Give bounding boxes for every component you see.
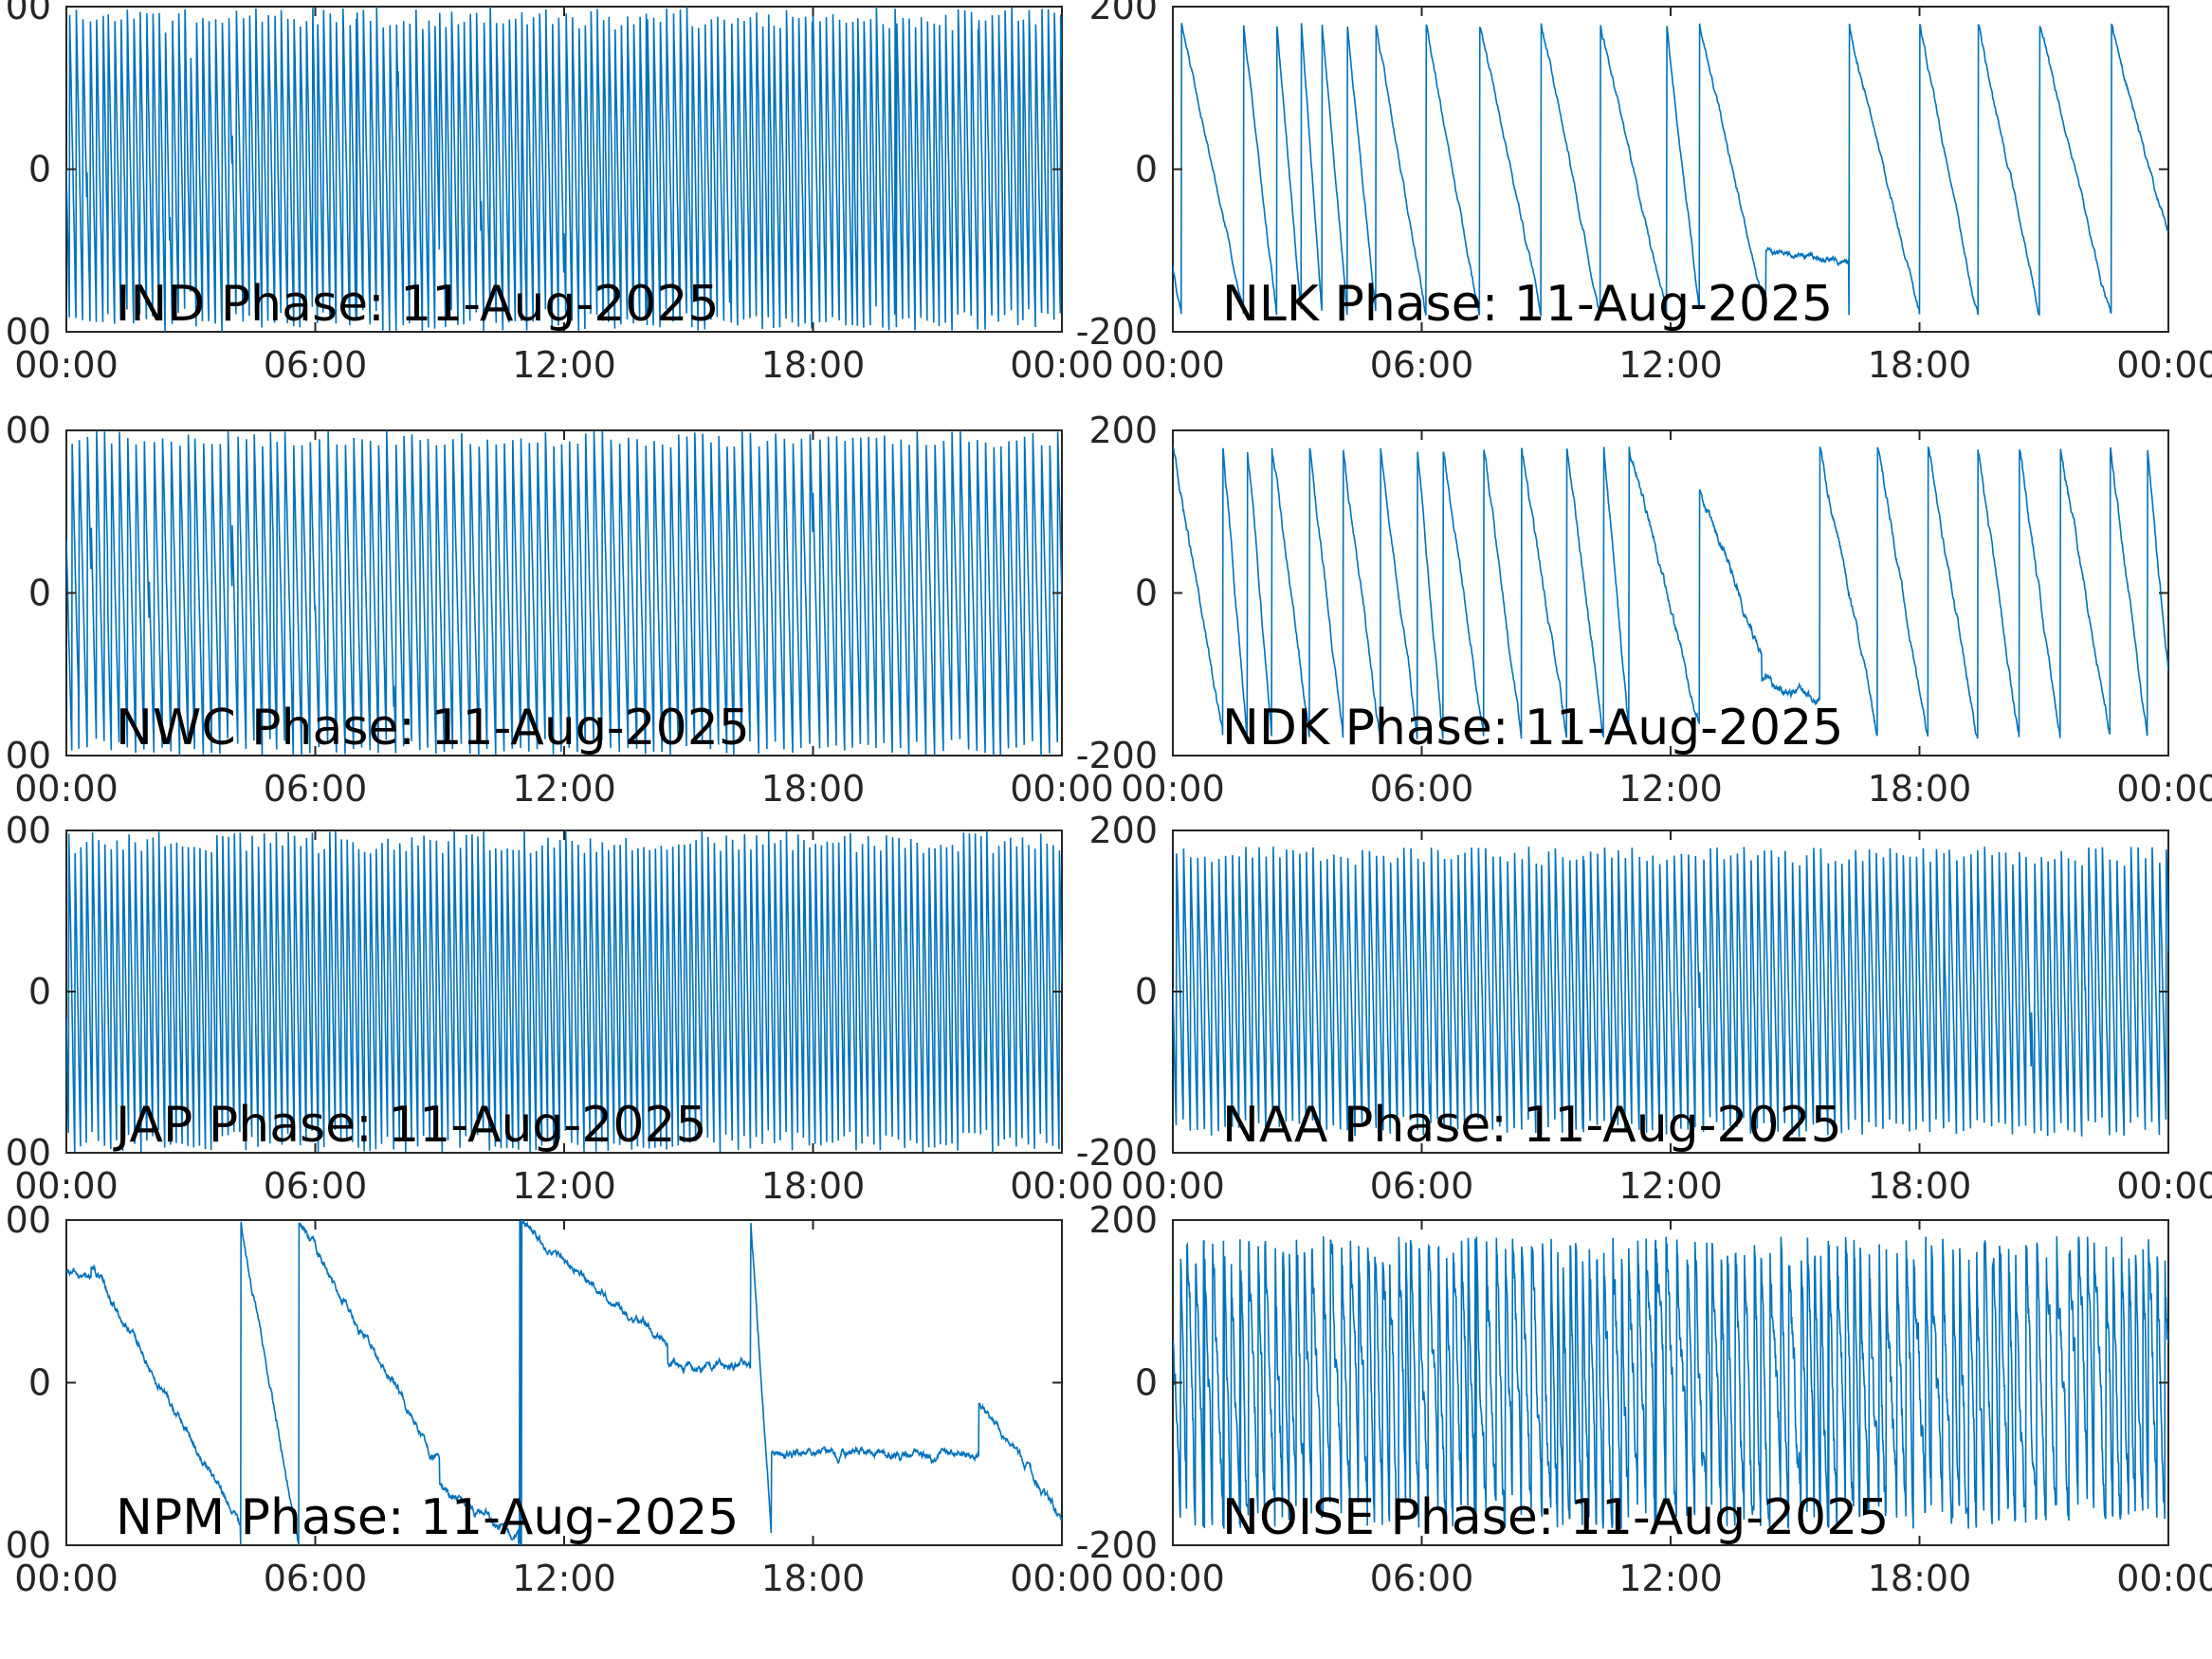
y-tick-label: 0	[1135, 971, 1158, 1012]
panel-title: NOISE Phase: 11-Aug-2025	[1222, 1489, 1889, 1546]
x-tick-label: 12:00	[512, 768, 616, 810]
axes-frame	[65, 1219, 1063, 1546]
phase-line	[66, 7, 1062, 332]
panel-title: IND Phase: 11-Aug-2025	[116, 276, 720, 333]
panel-title: NPM Phase: 11-Aug-2025	[116, 1489, 739, 1546]
x-tick-label: 00:00	[1121, 344, 1225, 386]
x-tick-label: 12:00	[1618, 1165, 1723, 1207]
phase-line	[1173, 1236, 2168, 1531]
x-tick-label: 00:00	[1121, 1558, 1225, 1599]
y-tick-label: 200	[1088, 0, 1158, 27]
x-tick-label: 06:00	[1370, 1558, 1474, 1599]
x-tick-label: 06:00	[264, 344, 368, 386]
x-tick-label: 18:00	[761, 1165, 866, 1207]
x-tick-label: 06:00	[264, 768, 368, 810]
x-tick-label: 00:00	[14, 344, 119, 386]
x-tick-label: 06:00	[1370, 344, 1474, 386]
x-tick-label: 18:00	[1868, 768, 1972, 810]
x-tick-label: 00:00	[1010, 768, 1114, 810]
phase-panel-5: 00:00 06:00 12:00 18:00 00:00 200 0 -200 NAA Pha…	[1076, 810, 2212, 1207]
y-tick-label: 0	[1135, 149, 1158, 191]
x-tick-label: 18:00	[1868, 1165, 1972, 1207]
x-tick-label: 00:00	[2116, 1165, 2212, 1207]
y-tick-label: -200	[1076, 311, 1158, 353]
y-tick-label: 00	[6, 735, 51, 776]
y-tick-label: 00	[6, 410, 51, 451]
y-tick-label: 00	[6, 311, 51, 353]
x-tick-label: 00:00	[2116, 768, 2212, 810]
x-tick-label: 12:00	[512, 1165, 616, 1207]
x-tick-label: 18:00	[761, 1558, 866, 1599]
x-tick-label: 12:00	[1618, 1558, 1723, 1599]
x-tick-label: 06:00	[264, 1165, 368, 1207]
y-tick-label: -200	[1076, 1132, 1158, 1174]
phase-line	[66, 830, 1062, 1153]
y-tick-label: 0	[28, 573, 51, 614]
y-tick-label: -200	[1076, 735, 1158, 776]
y-tick-label: 00	[6, 1132, 51, 1174]
y-tick-label: 0	[28, 1362, 51, 1404]
x-tick-label: 06:00	[1370, 768, 1474, 810]
y-tick-label: 00	[6, 0, 51, 27]
x-tick-label: 00:00	[2116, 344, 2212, 386]
x-tick-label: 12:00	[1618, 768, 1723, 810]
phase-panel-3: 00:00 06:00 12:00 18:00 00:00 200 0 -200 NDK Pha…	[1076, 410, 2212, 810]
panel-title: NAA Phase: 11-Aug-2025	[1222, 1097, 1842, 1154]
x-tick-label: 00:00	[14, 768, 119, 810]
y-tick-label: -200	[1076, 1524, 1158, 1566]
x-tick-label: 00:00	[1010, 344, 1114, 386]
y-tick-label: 200	[1088, 810, 1158, 851]
x-tick-label: 18:00	[761, 344, 866, 386]
x-tick-label: 00:00	[2116, 1558, 2212, 1599]
y-tick-label: 00	[6, 1199, 51, 1241]
phase-panel-7: 00:00 06:00 12:00 18:00 00:00 200 0 -200 NOISE P…	[1076, 1199, 2212, 1599]
y-tick-label: 200	[1088, 410, 1158, 451]
phase-line	[1173, 847, 2168, 1138]
x-tick-label: 00:00	[1010, 1165, 1114, 1207]
phase-panel-1: 00:00 06:00 12:00 18:00 00:00 200 0 -200 NLK Pha…	[1076, 0, 2212, 386]
y-tick-label: 00	[6, 1524, 51, 1566]
y-tick-label: 0	[28, 971, 51, 1012]
panel-title: NLK Phase: 11-Aug-2025	[1222, 276, 1833, 333]
x-tick-label: 06:00	[1370, 1165, 1474, 1207]
x-tick-label: 06:00	[264, 1558, 368, 1599]
x-tick-label: 00:00	[14, 1165, 119, 1207]
phase-line	[1173, 23, 2168, 318]
phase-line	[66, 1220, 1062, 1545]
y-tick-label: 00	[6, 810, 51, 851]
panel-title: NWC Phase: 11-Aug-2025	[116, 700, 750, 757]
panel-title: JAP Phase: 11-Aug-2025	[113, 1097, 707, 1154]
x-tick-label: 00:00	[1121, 768, 1225, 810]
phase-line	[66, 430, 1062, 756]
y-tick-label: 0	[1135, 1362, 1158, 1404]
x-tick-label: 18:00	[1868, 344, 1972, 386]
x-tick-label: 18:00	[1868, 1558, 1972, 1599]
x-tick-label: 00:00	[1121, 1165, 1225, 1207]
x-tick-label: 12:00	[1618, 344, 1723, 386]
x-tick-label: 00:00	[1010, 1558, 1114, 1599]
y-tick-label: 0	[1135, 573, 1158, 614]
phase-line	[1173, 447, 2168, 739]
x-tick-label: 18:00	[761, 768, 866, 810]
y-tick-label: 200	[1088, 1199, 1158, 1241]
panel-title: NDK Phase: 11-Aug-2025	[1222, 700, 1843, 757]
x-tick-label: 12:00	[512, 344, 616, 386]
x-tick-label: 12:00	[512, 1558, 616, 1599]
y-tick-label: 0	[28, 149, 51, 191]
x-tick-label: 00:00	[14, 1558, 119, 1599]
